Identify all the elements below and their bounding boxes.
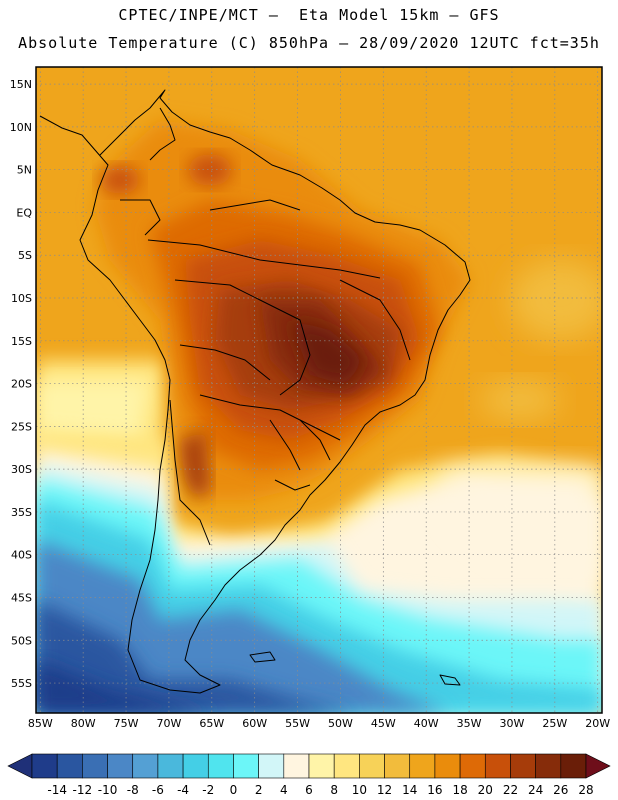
latitude-label: EQ xyxy=(16,206,32,219)
colorbar-swatch xyxy=(132,753,159,779)
latitude-label: 25S xyxy=(11,420,32,433)
longitude-label: 70W xyxy=(156,717,181,730)
colorbar-tick-label: 4 xyxy=(280,783,288,797)
colorbar-tick-label: 6 xyxy=(305,783,313,797)
longitude-label: 75W xyxy=(114,717,139,730)
longitude-labels: 85W 80W 75W 70W 65W 60W 55W 50W 45W 40W 35W 30W 25W 2… xyxy=(28,717,610,730)
map-title-line-2: Absolute Temperature (C) 850hPa – 28/09/… xyxy=(18,34,600,52)
colorbar-swatch xyxy=(107,753,134,779)
latitude-label: 40S xyxy=(11,549,32,562)
colorbar-labels: -14 -12 -10 -8 -6 -4 -2 0 2 4 6 8 10 12 14 16 18 20 22 24 26… xyxy=(47,783,593,797)
map-frame xyxy=(35,66,603,714)
latitude-label: 15S xyxy=(11,335,32,348)
coastline-and-borders xyxy=(39,89,471,694)
colorbar-tick-label: 24 xyxy=(528,783,543,797)
colorbar-swatch xyxy=(31,753,58,779)
temperature-field xyxy=(36,67,602,713)
colorbar-swatch xyxy=(484,753,511,779)
colorbar-tick-label: 28 xyxy=(578,783,593,797)
map-title-line-1: CPTEC/INPE/MCT – Eta Model 15km – GFS xyxy=(118,6,500,24)
colorbar-over-arrow xyxy=(585,753,611,779)
colorbar-tick-label: 2 xyxy=(255,783,263,797)
colorbar-tick-label: 18 xyxy=(452,783,467,797)
longitude-label: 50W xyxy=(328,717,353,730)
latitude-label: 45S xyxy=(11,591,32,604)
colorbar-swatch xyxy=(207,753,234,779)
latitude-label: 30S xyxy=(11,463,32,476)
colorbar-tick-label: 14 xyxy=(402,783,417,797)
colorbar-tick-label: 0 xyxy=(230,783,238,797)
colorbar-swatch xyxy=(510,753,536,779)
latitude-label: 10N xyxy=(10,121,32,134)
longitude-label: 60W xyxy=(242,717,267,730)
latitude-label: 10S xyxy=(11,292,32,305)
colorbar-tick-label: -8 xyxy=(127,783,139,797)
colorbar-swatch xyxy=(157,753,184,779)
longitude-label: 25W xyxy=(542,717,567,730)
colorbar-swatch xyxy=(409,753,436,779)
colorbar-swatch xyxy=(56,753,83,779)
colorbar-under-arrow xyxy=(7,753,33,779)
latitude-label: 5N xyxy=(17,164,32,177)
colorbar-tick-label: 12 xyxy=(377,783,392,797)
colorbar-swatch xyxy=(258,753,285,779)
colorbar-tick-label: -14 xyxy=(47,783,67,797)
colorbar: -14 -12 -10 -8 -6 -4 -2 0 2 4 6 8 10 12 14 16 18 20 22 24 26… xyxy=(7,753,611,797)
latitude-label: 15N xyxy=(10,78,32,91)
colorbar-swatch xyxy=(434,753,461,779)
colorbar-tick-label: -4 xyxy=(177,783,189,797)
longitude-label: 65W xyxy=(199,717,224,730)
colorbar-tick-label: 16 xyxy=(427,783,442,797)
colorbar-tick-label: 20 xyxy=(478,783,493,797)
longitude-label: 85W xyxy=(28,717,53,730)
colorbar-swatch xyxy=(182,753,209,779)
colorbar-swatch xyxy=(308,753,335,779)
temperature-map: 15N 10N 5N EQ 5S 10S 15S 20S 25S 30S 35S 40S 45S 50S 5… xyxy=(10,66,610,730)
colorbar-swatch xyxy=(82,753,108,779)
latitude-label: 50S xyxy=(11,634,32,647)
colorbar-boxes xyxy=(7,753,611,779)
colorbar-swatch xyxy=(233,753,259,779)
colorbar-tick-label: 8 xyxy=(330,783,338,797)
latitude-labels: 15N 10N 5N EQ 5S 10S 15S 20S 25S 30S 35S 40S 45S 50S 5… xyxy=(10,78,33,690)
colorbar-swatch xyxy=(384,753,411,779)
colorbar-swatch xyxy=(560,753,587,779)
colorbar-tick-label: 10 xyxy=(352,783,367,797)
longitude-label: 30W xyxy=(500,717,525,730)
latitude-label: 35S xyxy=(11,506,32,519)
colorbar-tick-label: 26 xyxy=(553,783,568,797)
longitude-label: 55W xyxy=(285,717,310,730)
longitude-label: 35W xyxy=(457,717,482,730)
colorbar-tick-label: -2 xyxy=(202,783,214,797)
colorbar-tick-label: -6 xyxy=(152,783,164,797)
latitude-label: 55S xyxy=(11,677,32,690)
latitude-label: 5S xyxy=(18,249,32,262)
colorbar-tick-label: 22 xyxy=(503,783,518,797)
longitude-label: 20W xyxy=(585,717,610,730)
longitude-label: 45W xyxy=(371,717,396,730)
colorbar-swatch xyxy=(459,753,486,779)
colorbar-tick-label: -12 xyxy=(73,783,93,797)
longitude-label: 40W xyxy=(414,717,439,730)
colorbar-swatch xyxy=(535,753,562,779)
colorbar-swatch xyxy=(359,753,385,779)
colorbar-swatch xyxy=(333,753,360,779)
latitude-label: 20S xyxy=(11,378,32,391)
colorbar-swatch xyxy=(283,753,310,779)
colorbar-tick-label: -10 xyxy=(98,783,118,797)
longitude-label: 80W xyxy=(71,717,96,730)
